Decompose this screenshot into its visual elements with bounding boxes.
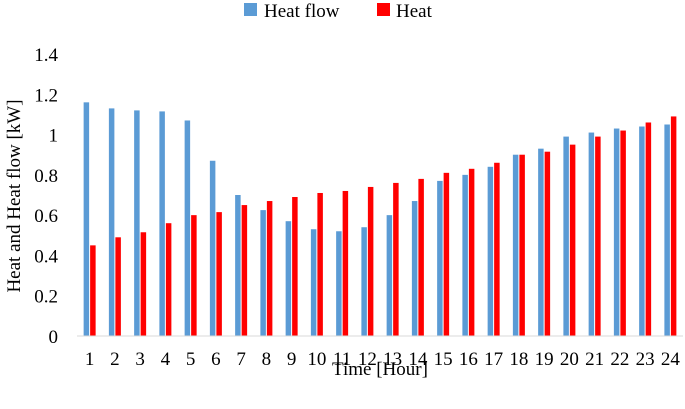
legend-label-heat-flow: Heat flow <box>264 1 340 22</box>
bar-heat <box>241 205 248 336</box>
bar-heat-flow <box>588 132 595 336</box>
legend-label-heat: Heat <box>396 1 433 22</box>
x-tick-label: 12 <box>358 349 377 370</box>
bar-heat-flow <box>184 120 191 336</box>
bar-heat-flow <box>361 227 367 336</box>
legend-swatch-heat-flow <box>244 3 257 16</box>
y-tick-label: 1 <box>49 126 59 147</box>
y-tick-label: 0.8 <box>34 166 58 187</box>
bar-heat <box>645 122 652 337</box>
x-tick-label: 8 <box>262 349 272 370</box>
bar-heat-flow <box>336 231 342 336</box>
x-tick-label: 23 <box>636 349 655 370</box>
bar-heat-flow <box>538 148 544 336</box>
bar-heat-flow <box>108 108 115 336</box>
bar-heat-flow <box>613 128 620 336</box>
bar-heat <box>317 192 323 336</box>
x-tick-label: 4 <box>161 349 171 370</box>
bar-heat-flow <box>83 102 90 336</box>
bar-heat-flow <box>639 126 645 336</box>
bar-heat-flow <box>235 195 241 336</box>
bar-heat <box>165 223 172 336</box>
x-tick-label: 11 <box>333 349 351 370</box>
bar-heat-flow <box>285 221 292 336</box>
legend-swatch-heat <box>377 3 390 16</box>
x-tick-label: 17 <box>484 349 503 370</box>
bar-heat <box>519 154 525 336</box>
bar-heat-flow <box>386 215 393 336</box>
x-axis-ticks: 1 2 3 4 5 6 7 8 9 10 11 12 13 14 15 16 17 18 19 20 21 22 23 24 <box>85 349 681 370</box>
x-tick-label: 16 <box>459 349 478 370</box>
y-tick-label: 0.2 <box>34 287 58 308</box>
bar-heat <box>670 116 677 336</box>
bar-heat-flow <box>664 124 670 336</box>
y-axis-ticks: 0 0.2 0.4 0.6 0.8 1 1.2 1.4 <box>34 45 58 348</box>
bar-heat <box>418 178 424 336</box>
bar-heat <box>595 136 601 336</box>
bar-heat-flow <box>159 111 165 336</box>
x-tick-label: 6 <box>211 349 221 370</box>
y-axis-title: Heat and Heat flow [kW] <box>4 99 25 292</box>
bar-heat <box>443 172 450 336</box>
bar-heat <box>569 144 576 336</box>
bar-heat <box>468 168 475 336</box>
y-tick-label: 0.6 <box>34 206 58 227</box>
y-tick-label: 1.4 <box>34 45 58 66</box>
y-tick-label: 1.2 <box>34 85 58 106</box>
x-tick-label: 7 <box>236 349 246 370</box>
bars <box>83 102 677 337</box>
bar-heat-flow <box>462 174 468 336</box>
x-tick-label: 24 <box>661 349 681 370</box>
bar-heat-flow <box>209 160 216 336</box>
bar-heat <box>494 162 500 336</box>
x-tick-label: 22 <box>610 349 629 370</box>
bar-heat-flow <box>487 166 494 336</box>
bar-heat <box>140 232 147 336</box>
bar-heat-flow <box>260 210 266 336</box>
y-tick-label: 0 <box>49 327 59 348</box>
x-tick-label: 5 <box>186 349 196 370</box>
bar-heat-flow <box>563 136 569 336</box>
bar-heat <box>342 190 349 336</box>
x-tick-label: 14 <box>408 349 428 370</box>
bar-heat-flow <box>134 110 140 337</box>
legend: Heat flow Heat <box>244 1 433 22</box>
x-tick-label: 9 <box>287 349 297 370</box>
bar-heat <box>191 215 197 336</box>
bar-heat <box>216 212 222 336</box>
bar-heat-flow <box>411 201 418 336</box>
bar-heat-flow <box>310 229 317 336</box>
bar-heat <box>544 151 551 336</box>
bar-heat <box>90 245 96 336</box>
x-tick-label: 20 <box>560 349 579 370</box>
x-tick-label: 19 <box>535 349 554 370</box>
bar-heat-flow <box>512 154 519 336</box>
x-tick-label: 13 <box>383 349 402 370</box>
bar-heat <box>292 197 298 336</box>
x-tick-label: 21 <box>585 349 604 370</box>
x-tick-label: 10 <box>307 349 326 370</box>
x-tick-label: 15 <box>434 349 453 370</box>
bar-heat <box>367 186 374 336</box>
x-tick-label: 18 <box>509 349 528 370</box>
bar-heat <box>115 237 121 336</box>
x-tick-label: 3 <box>135 349 145 370</box>
bar-heat <box>620 130 626 336</box>
y-tick-label: 0.4 <box>34 246 58 267</box>
x-tick-label: 1 <box>85 349 95 370</box>
bar-heat-flow <box>437 180 443 336</box>
bar-heat <box>266 201 273 336</box>
bar-heat <box>393 182 399 336</box>
x-tick-label: 2 <box>110 349 120 370</box>
x-axis-title: Time [Hour] <box>332 359 428 380</box>
